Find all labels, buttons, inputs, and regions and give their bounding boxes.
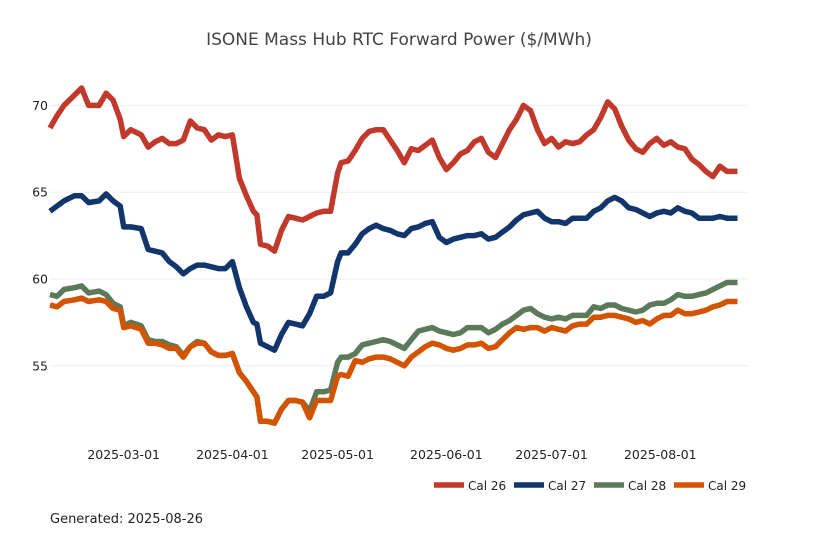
series-lines (47, 85, 738, 426)
chart-title: ISONE Mass Hub RTC Forward Power ($/MWh) (206, 30, 592, 50)
series-line-cal-29 (49, 295, 738, 426)
y-tick-label: 65 (32, 185, 48, 200)
legend-label: Cal 28 (628, 479, 666, 493)
y-axis-ticks: 55 60 65 70 (32, 98, 48, 373)
x-tick-label: 2025-07-01 (515, 447, 588, 462)
series-line-cal-28 (49, 279, 738, 426)
y-tick-label: 60 (32, 271, 48, 286)
x-tick-label: 2025-04-01 (196, 447, 269, 462)
legend-label: Cal 26 (468, 479, 506, 493)
y-tick-label: 70 (32, 98, 48, 113)
legend-label: Cal 29 (708, 479, 746, 493)
x-axis-ticks: 2025-03-01 2025-04-01 2025-05-01 2025-06-01… (87, 447, 696, 462)
legend: Cal 26 Cal 27 Cal 28 Cal 29 (434, 479, 746, 493)
generated-timestamp: Generated: 2025-08-26 (50, 512, 204, 527)
y-tick-label: 55 (32, 358, 48, 373)
legend-label: Cal 27 (548, 479, 586, 493)
x-tick-label: 2025-08-01 (624, 447, 697, 462)
x-tick-label: 2025-03-01 (87, 447, 160, 462)
series-line-cal-27 (48, 191, 738, 353)
x-tick-label: 2025-05-01 (301, 447, 374, 462)
series-line-cal-26 (47, 85, 738, 254)
x-tick-label: 2025-06-01 (410, 447, 483, 462)
